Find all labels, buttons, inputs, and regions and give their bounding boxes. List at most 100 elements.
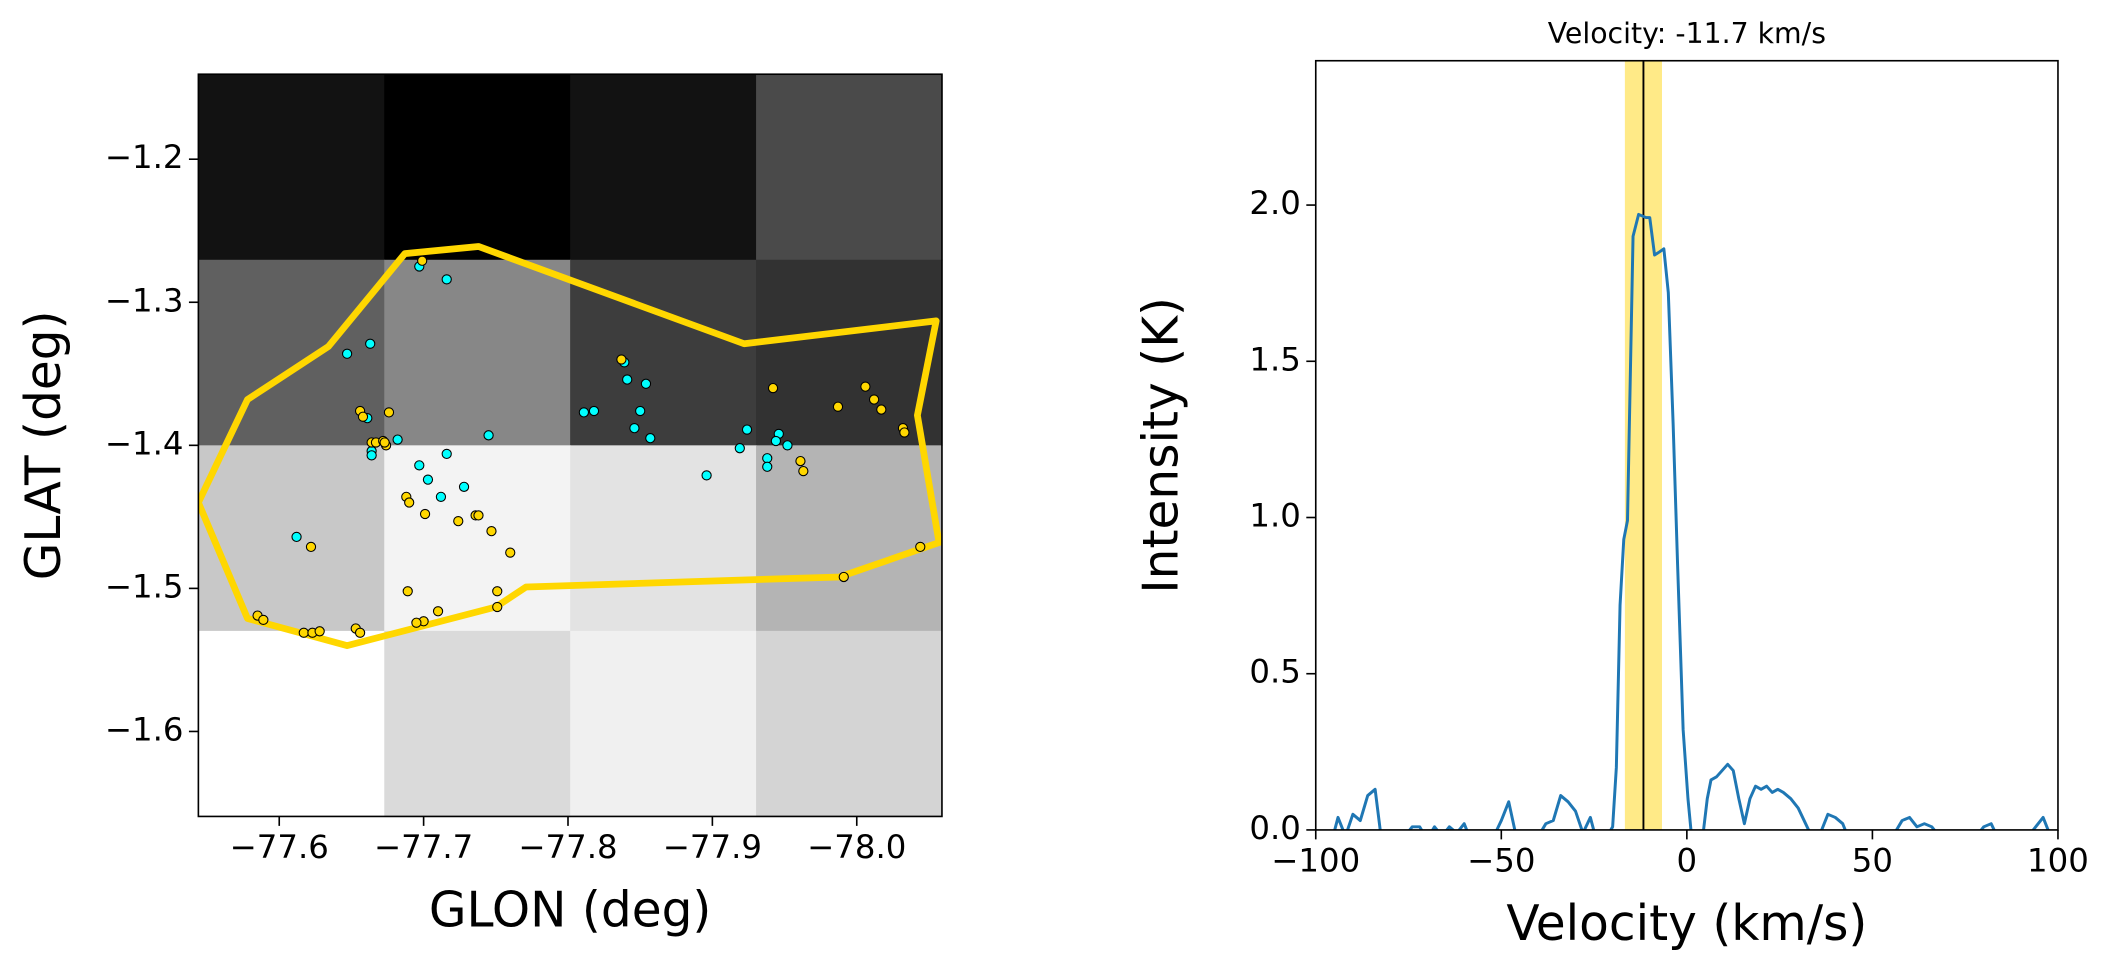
scatter-point xyxy=(419,508,431,520)
scatter-point xyxy=(767,382,779,394)
scatter-point xyxy=(314,626,325,637)
scatter-point xyxy=(645,433,656,444)
x-tick-label: 100 xyxy=(2027,841,2089,879)
scatter-point xyxy=(782,440,793,451)
scatter-point xyxy=(422,474,434,485)
y-tick-label: 1.5 xyxy=(1249,340,1301,378)
scatter-point xyxy=(392,434,403,445)
y-tick-label: −1.4 xyxy=(105,424,184,462)
x-tick-label: −77.9 xyxy=(663,828,762,866)
scatter-point xyxy=(441,448,452,460)
scatter-point xyxy=(486,526,497,537)
scatter-point xyxy=(383,407,395,418)
scatter-point xyxy=(492,601,503,613)
image-cell xyxy=(198,445,385,632)
image-cell xyxy=(570,630,757,818)
y-tick-label: 0.0 xyxy=(1249,809,1301,847)
x-tick-label: −77.8 xyxy=(518,828,617,866)
image-cell xyxy=(570,445,757,632)
scatter-point xyxy=(354,627,366,638)
scatter-point xyxy=(832,401,844,412)
chart-title: Velocity: -11.7 km/s xyxy=(1548,17,1826,50)
scatter-point xyxy=(417,255,428,266)
scatter-point xyxy=(365,338,376,349)
y-tick-label: −1.3 xyxy=(105,281,184,319)
image-cell xyxy=(756,630,943,818)
scatter-point xyxy=(404,497,415,508)
scatter-point xyxy=(762,461,773,472)
scatter-point xyxy=(578,407,590,418)
scatter-point xyxy=(435,491,447,502)
scatter-point xyxy=(795,455,806,467)
scatter-point xyxy=(366,450,377,461)
scatter-point xyxy=(458,481,470,492)
scatter-point xyxy=(473,510,484,521)
scatter-point xyxy=(432,606,444,617)
y-tick-label: 1.0 xyxy=(1249,497,1301,535)
scatter-point xyxy=(258,614,269,625)
scatter-point xyxy=(640,378,652,389)
axes-frame xyxy=(197,73,943,818)
y-tick-label: −1.6 xyxy=(105,710,184,748)
overlay xyxy=(198,243,942,649)
x-tick-label: 0 xyxy=(1677,841,1698,879)
scatter-point xyxy=(411,617,422,628)
scatter-point xyxy=(441,274,452,285)
x-tick-label: −78.0 xyxy=(807,828,906,866)
scatter-point xyxy=(868,394,880,405)
scatter-point xyxy=(588,405,600,417)
scatter-point xyxy=(298,627,309,638)
x-tick-label: −77.7 xyxy=(374,828,473,866)
scatter-point xyxy=(414,460,425,471)
axes-frame xyxy=(1314,59,2059,831)
scatter-point xyxy=(762,453,773,464)
scatter-point xyxy=(305,541,317,553)
scatter-point xyxy=(453,516,464,527)
scatter-point xyxy=(770,435,782,447)
scatter-point xyxy=(492,586,503,597)
scatter-point xyxy=(291,531,302,543)
x-tick-label: −77.6 xyxy=(230,828,329,866)
scatter-point xyxy=(616,354,627,365)
image-cell xyxy=(198,259,385,447)
y-tick-label: −1.5 xyxy=(105,567,184,605)
y-tick-label: 2.0 xyxy=(1249,184,1301,222)
scatter-point xyxy=(483,430,494,441)
image-cell xyxy=(384,259,571,447)
x-tick-label: −50 xyxy=(1467,841,1535,879)
y-axis-label: Intensity (K) xyxy=(1134,297,1190,594)
image-cell xyxy=(756,74,943,261)
x-tick-label: −100 xyxy=(1271,841,1360,879)
image-cell xyxy=(198,630,385,818)
plot-area xyxy=(1333,60,2050,830)
scatter-point xyxy=(379,437,390,448)
contour xyxy=(198,243,942,649)
scatter-point xyxy=(635,405,646,417)
y-tick-label: −1.2 xyxy=(105,138,184,176)
scatter-point xyxy=(899,427,910,438)
scatter-point xyxy=(838,571,849,583)
y-tick-label: 0.5 xyxy=(1249,653,1301,691)
scatter-point xyxy=(357,411,369,422)
scatter-point xyxy=(701,470,712,481)
scatter-point xyxy=(734,443,745,454)
image-cell xyxy=(384,630,571,818)
image-cell xyxy=(384,445,571,632)
scatter-point xyxy=(798,465,809,477)
scatter-point xyxy=(629,423,640,434)
image-cell xyxy=(756,445,943,632)
x-axis-label: GLON (deg) xyxy=(429,883,711,939)
x-tick-label: 50 xyxy=(1852,841,1893,879)
scatter-point xyxy=(915,541,926,553)
scatter-point xyxy=(876,404,887,415)
scatter-point xyxy=(341,348,353,359)
image-cell xyxy=(570,74,757,261)
scatter-point xyxy=(505,547,516,558)
scatter-point xyxy=(741,424,753,435)
x-axis-label: Velocity (km/s) xyxy=(1506,896,1867,952)
image-cell xyxy=(384,74,571,261)
y-axis-label: GLAT (deg) xyxy=(16,310,72,580)
image-cell xyxy=(756,259,943,447)
